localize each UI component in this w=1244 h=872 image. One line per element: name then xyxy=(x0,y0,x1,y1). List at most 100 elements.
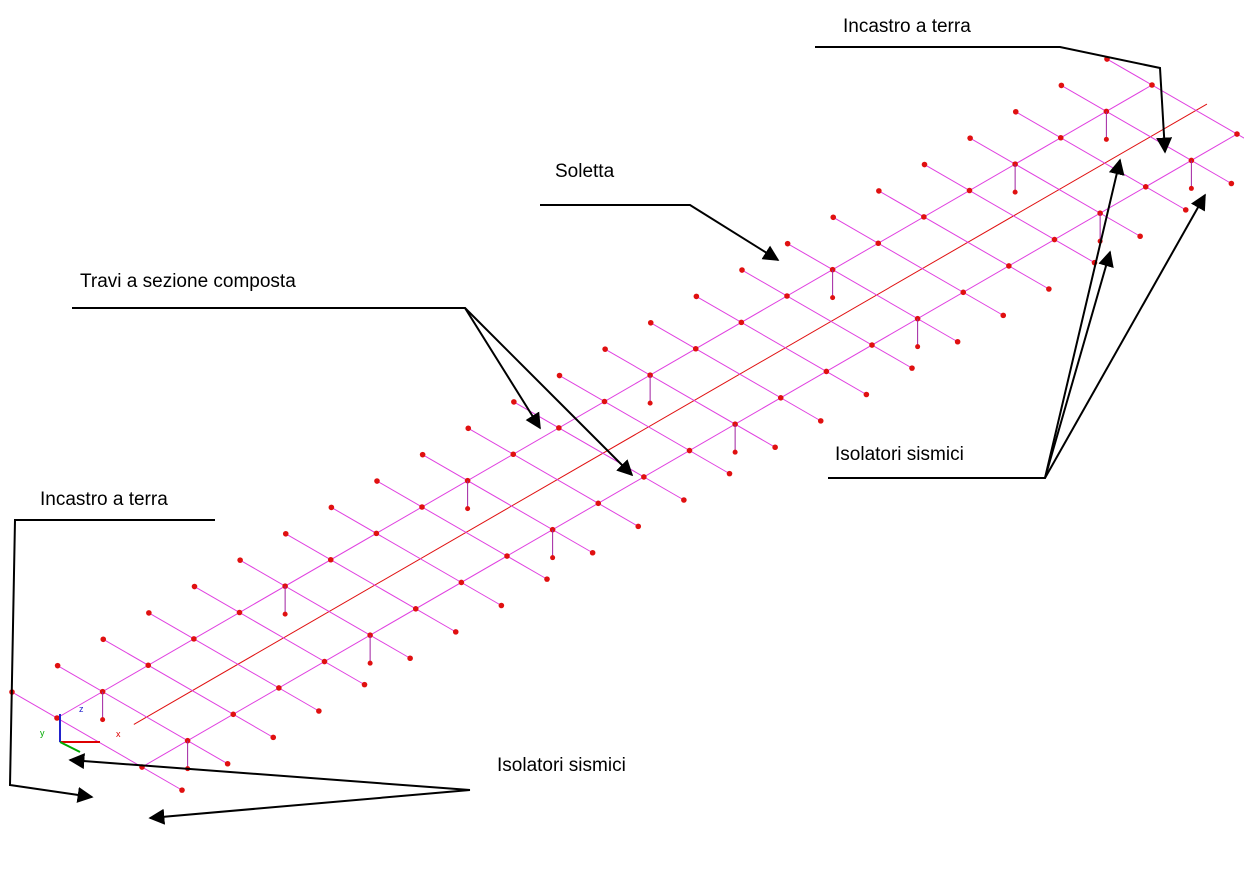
node xyxy=(693,346,699,352)
node xyxy=(818,418,824,424)
beam-crossbeam xyxy=(696,296,866,394)
node xyxy=(499,603,505,609)
node xyxy=(544,576,550,582)
node xyxy=(960,289,966,295)
node xyxy=(328,557,334,563)
node xyxy=(192,584,198,590)
axis-triad: x z y xyxy=(40,704,121,752)
node xyxy=(459,580,465,586)
crossbeam xyxy=(377,481,547,579)
node xyxy=(824,369,830,375)
beam-crossbeam xyxy=(788,244,958,342)
node xyxy=(374,478,380,484)
beam-crossbeam xyxy=(423,455,593,553)
beam-crossbeam xyxy=(605,349,775,447)
node xyxy=(681,497,687,503)
node xyxy=(687,448,693,454)
beam-crossbeam xyxy=(58,666,228,764)
node xyxy=(1189,186,1194,191)
node xyxy=(727,471,733,477)
crossbeam xyxy=(651,323,821,421)
crossbeam xyxy=(833,217,1003,315)
node xyxy=(967,135,973,141)
node xyxy=(510,451,516,457)
diagram: Incastro a terra Soletta Travi a sezione… xyxy=(0,0,1244,872)
node xyxy=(419,504,425,510)
node xyxy=(1059,83,1065,89)
crossbeam xyxy=(286,534,456,632)
node xyxy=(785,241,791,247)
node xyxy=(316,708,322,714)
structural-model xyxy=(9,56,1244,793)
crossbeam xyxy=(1016,112,1186,210)
label: Incastro a terra xyxy=(843,16,971,37)
node xyxy=(1013,190,1018,195)
axis-label: y xyxy=(40,728,45,738)
y-axis xyxy=(60,742,80,752)
node xyxy=(921,214,927,220)
node xyxy=(869,342,875,348)
leader xyxy=(150,790,470,818)
node xyxy=(100,717,105,722)
label: Soletta xyxy=(555,161,615,182)
annotations: Incastro a terra Soletta Travi a sezione… xyxy=(10,16,1205,818)
node xyxy=(1013,109,1019,115)
beam-crossbeam xyxy=(970,138,1140,236)
leader xyxy=(70,760,470,790)
crossbeam xyxy=(925,165,1095,263)
crossbeam xyxy=(468,428,638,526)
node xyxy=(602,346,608,352)
node xyxy=(504,553,510,559)
node xyxy=(511,399,517,405)
node xyxy=(830,214,836,220)
axis-label: x xyxy=(116,729,121,739)
node xyxy=(1104,137,1109,142)
node xyxy=(1149,82,1155,88)
node xyxy=(739,267,745,273)
node xyxy=(915,344,920,349)
label: Isolatori sismici xyxy=(835,444,964,465)
node xyxy=(772,444,778,450)
node xyxy=(922,162,928,168)
crossbeam xyxy=(560,376,730,474)
node xyxy=(694,294,700,300)
node xyxy=(270,735,276,741)
node xyxy=(407,655,413,661)
node xyxy=(1000,313,1006,319)
node xyxy=(54,715,60,721)
node xyxy=(1229,181,1235,187)
node xyxy=(230,711,236,717)
label: Incastro a terra xyxy=(40,489,168,510)
node xyxy=(864,392,870,398)
node xyxy=(368,661,373,666)
beam-crossbeam xyxy=(331,507,501,605)
node xyxy=(276,685,282,691)
node xyxy=(413,606,419,612)
node xyxy=(830,295,835,300)
node xyxy=(1143,184,1149,190)
node xyxy=(145,662,151,668)
node xyxy=(329,505,335,511)
node xyxy=(100,636,106,642)
node xyxy=(967,188,973,194)
node xyxy=(465,425,471,431)
node xyxy=(420,452,426,458)
node xyxy=(595,500,601,506)
node xyxy=(237,610,243,616)
node xyxy=(237,557,243,563)
node xyxy=(283,612,288,617)
centerline xyxy=(134,104,1207,724)
node xyxy=(1058,135,1064,141)
node xyxy=(876,188,882,194)
node xyxy=(283,531,289,537)
node xyxy=(322,659,328,665)
node xyxy=(590,550,596,556)
node xyxy=(465,506,470,511)
node xyxy=(453,629,459,635)
node xyxy=(556,425,562,431)
node xyxy=(1006,263,1012,269)
leader xyxy=(72,308,540,428)
node xyxy=(362,682,368,688)
node xyxy=(146,610,152,616)
node xyxy=(225,761,231,767)
